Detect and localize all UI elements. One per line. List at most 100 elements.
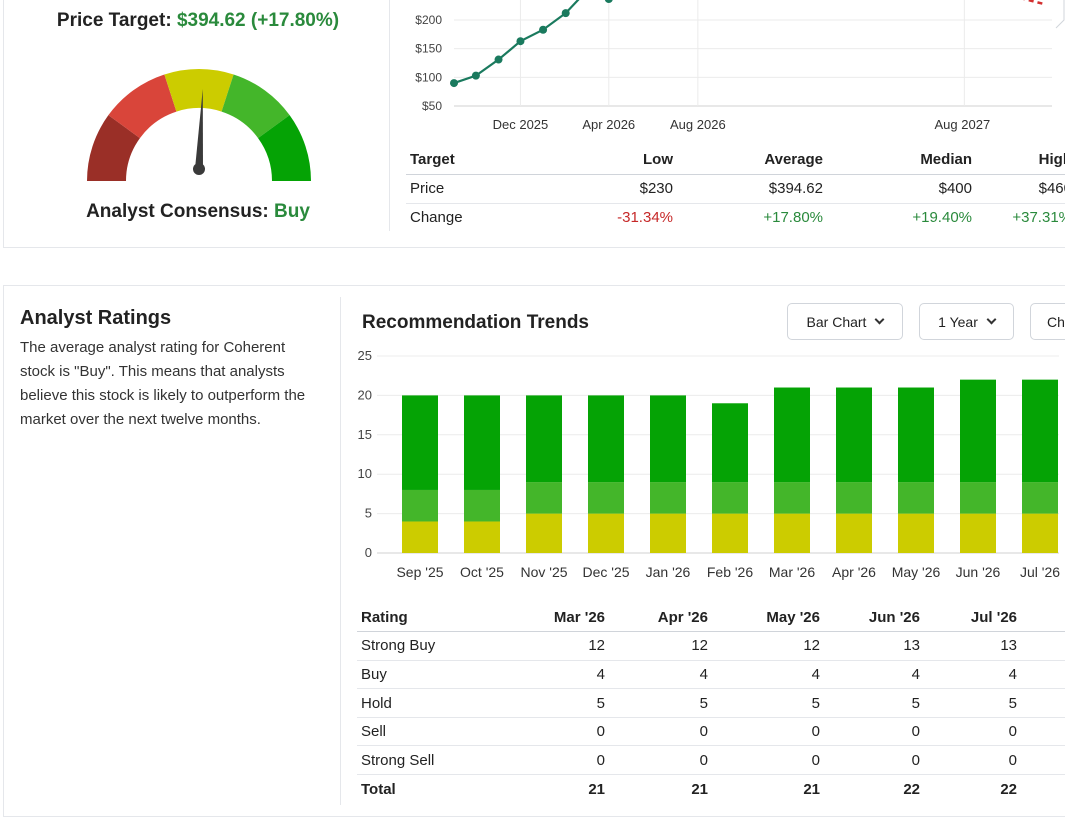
bar-segment-hold bbox=[774, 513, 810, 553]
needle-shape bbox=[195, 89, 203, 170]
y-tick-label: $100 bbox=[415, 70, 442, 84]
analyst-ratings-title: Analyst Ratings bbox=[20, 307, 172, 329]
rating-value: 0 bbox=[609, 745, 712, 776]
price-forecast-chart[interactable]: $200 $150 $100 $50 Dec 2025 Apr 2026 Aug 2026… bbox=[392, 0, 1065, 138]
consensus-gauge bbox=[87, 69, 311, 181]
chart-type-dropdown[interactable]: Bar Chart bbox=[787, 303, 903, 340]
rating-label: Buy bbox=[357, 660, 507, 690]
bar-segment-buy bbox=[836, 482, 872, 514]
header-median: Median bbox=[827, 145, 976, 175]
bar-segment-strong-buy bbox=[960, 379, 996, 483]
y-tick-label: $150 bbox=[415, 42, 442, 56]
analyst-ratings-description: The average analyst rating for Coherent … bbox=[20, 339, 306, 428]
price-history-line bbox=[453, 0, 580, 85]
price-average: $394.62 bbox=[677, 174, 827, 204]
bar-segment-strong-buy bbox=[774, 387, 810, 483]
total-value: 22 bbox=[903, 780, 920, 798]
x-tick-label: Jul '26 bbox=[1020, 564, 1060, 580]
table-row: Sell 0 0 0 0 0 bbox=[357, 717, 1065, 747]
table-overflow-cell bbox=[1021, 745, 1065, 776]
gauge-segment bbox=[164, 69, 234, 112]
rating-value: 4 bbox=[507, 660, 609, 690]
rating-value: 5 bbox=[609, 688, 712, 718]
bar-segment-hold bbox=[712, 513, 748, 553]
row-label: Change bbox=[410, 209, 463, 227]
x-tick-label: Feb '26 bbox=[707, 564, 753, 580]
y-tick-label: 15 bbox=[358, 427, 372, 442]
price-point bbox=[561, 9, 570, 18]
forecast-line bbox=[1022, 0, 1045, 6]
table-overflow-cell bbox=[1021, 688, 1065, 718]
divider bbox=[340, 297, 341, 805]
bar-segment-strong-buy bbox=[712, 403, 748, 483]
table-overflow-cell bbox=[1021, 775, 1065, 804]
rating-value: 12 bbox=[712, 631, 824, 661]
bar-segment-hold bbox=[960, 513, 996, 553]
y-tick-label: 5 bbox=[365, 506, 372, 521]
x-tick-label: Sep '25 bbox=[396, 564, 443, 580]
ratings-table: Rating Mar '26 Apr '26 May '26 Jun '26 J… bbox=[357, 603, 1065, 803]
x-tick-label: May '26 bbox=[892, 564, 941, 580]
header-month: Jul '26 bbox=[924, 603, 1021, 633]
table-row: Hold 5 5 5 5 5 bbox=[357, 688, 1065, 718]
bar-segment-buy bbox=[464, 489, 500, 522]
bar-segment-buy bbox=[588, 482, 624, 514]
change-median: +19.40% bbox=[912, 209, 972, 227]
y-tick-label: 10 bbox=[358, 466, 372, 481]
x-tick-label: Nov '25 bbox=[520, 564, 567, 580]
table-overflow-cell bbox=[1021, 660, 1065, 690]
rating-value: 0 bbox=[824, 745, 924, 776]
rating-label: Hold bbox=[357, 688, 507, 718]
rating-label: Strong Buy bbox=[357, 631, 507, 661]
total-value: 21 bbox=[588, 780, 605, 798]
rating-value: 0 bbox=[924, 717, 1021, 747]
bar-segment-buy bbox=[898, 482, 934, 514]
total-value: 21 bbox=[803, 780, 820, 798]
bar-segment-hold bbox=[1022, 513, 1058, 553]
bar-segment-strong-buy bbox=[650, 395, 686, 483]
change-dropdown[interactable]: Change bbox=[1030, 303, 1065, 340]
bar-segment-buy bbox=[1022, 482, 1058, 514]
chevron-down-icon bbox=[986, 314, 997, 325]
header-rating: Rating bbox=[357, 603, 507, 633]
rating-value: 0 bbox=[507, 717, 609, 747]
period-label: 1 Year bbox=[938, 313, 978, 330]
bar-segment-buy bbox=[960, 482, 996, 514]
price-point bbox=[494, 55, 503, 64]
rating-value: 4 bbox=[712, 660, 824, 690]
y-tick-label: 25 bbox=[358, 348, 372, 363]
x-tick-label: Oct '25 bbox=[460, 564, 504, 580]
rating-label: Strong Sell bbox=[357, 745, 507, 776]
recommendation-trends-chart[interactable]: 0 5 10 15 20 25 Sep '25 Oct '25 Nov '25 Dec '25 J… bbox=[344, 341, 1065, 586]
bar-segment-buy bbox=[526, 482, 562, 514]
table-overflow-cell bbox=[1021, 603, 1065, 633]
price-target-card: Price Target: $394.62 (+17.80%) Analyst … bbox=[3, 0, 1065, 248]
x-tick-label: Dec '25 bbox=[582, 564, 629, 580]
bar-segment-strong-buy bbox=[464, 395, 500, 490]
bar-segment-buy bbox=[650, 482, 686, 514]
bar-segment-buy bbox=[712, 482, 748, 514]
x-tick-label: Apr '26 bbox=[832, 564, 876, 580]
total-value: 21 bbox=[691, 780, 708, 798]
bar-segment-strong-buy bbox=[588, 395, 624, 483]
rating-value: 12 bbox=[507, 631, 609, 661]
rating-value: 5 bbox=[712, 688, 824, 718]
gauge-segment bbox=[108, 74, 177, 139]
price-target-heading: Price Target: $394.62 (+17.80%) bbox=[4, 10, 392, 32]
total-label: Total bbox=[361, 780, 396, 798]
rating-value: 5 bbox=[507, 688, 609, 718]
y-tick-label: $50 bbox=[422, 99, 442, 113]
bar-segment-strong-buy bbox=[526, 395, 562, 483]
rating-label: Sell bbox=[357, 717, 507, 747]
gauge-needle bbox=[193, 89, 205, 175]
y-tick-label: 20 bbox=[358, 387, 372, 402]
period-dropdown[interactable]: 1 Year bbox=[919, 303, 1014, 340]
rating-value: 4 bbox=[924, 660, 1021, 690]
rating-value: 5 bbox=[924, 688, 1021, 718]
y-tick-label: 0 bbox=[365, 545, 372, 560]
rating-value: 13 bbox=[824, 631, 924, 661]
divider bbox=[389, 0, 390, 231]
gauge-segment bbox=[258, 115, 311, 181]
change-average: +17.80% bbox=[763, 209, 823, 227]
header-low: Low bbox=[556, 145, 677, 175]
